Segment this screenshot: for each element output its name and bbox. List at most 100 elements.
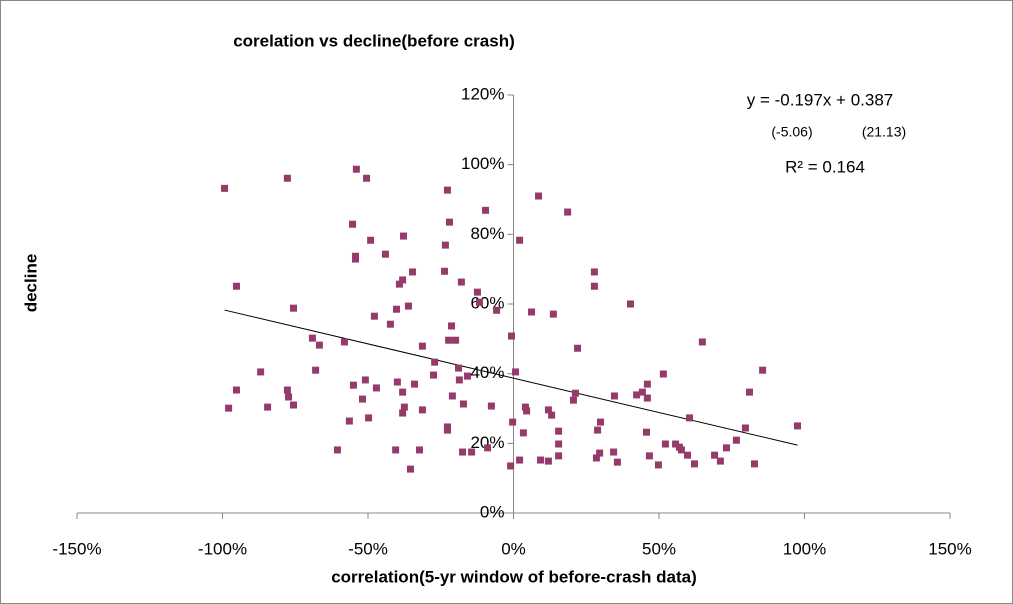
annotation: R² = 0.164 — [785, 157, 865, 176]
scatter-point — [308, 334, 316, 342]
scatter-point — [523, 407, 531, 415]
scatter-point — [455, 376, 463, 384]
scatter-point — [232, 282, 240, 290]
scatter-point — [429, 371, 437, 379]
scatter-point — [400, 403, 408, 411]
scatter-point — [597, 418, 605, 426]
scatter-point — [455, 364, 463, 372]
scatter-point — [642, 428, 650, 436]
scatter-point — [406, 465, 414, 473]
scatter-point — [659, 370, 667, 378]
scatter-point — [732, 436, 740, 444]
y-tick-label: 0% — [480, 502, 505, 521]
y-tick-label: 120% — [461, 84, 504, 103]
scatter-point — [590, 268, 598, 276]
y-tick-label: 40% — [470, 363, 504, 382]
annotation: (21.13) — [862, 124, 906, 140]
y-tick-label: 20% — [470, 433, 504, 452]
scatter-point — [290, 401, 298, 409]
scatter-point — [441, 267, 449, 275]
scatter-point — [345, 417, 353, 425]
scatter-point — [370, 312, 378, 320]
scatter-point — [448, 322, 456, 330]
scatter-point — [487, 402, 495, 410]
scatter-point — [264, 403, 272, 411]
scatter-point — [633, 391, 641, 399]
scatter-point — [590, 282, 598, 290]
scatter-point — [537, 456, 545, 464]
scatter-point — [418, 342, 426, 350]
scatter-point — [367, 236, 375, 244]
scatter-point — [349, 220, 357, 228]
scatter-point — [574, 344, 582, 352]
scatter-point — [596, 449, 604, 457]
scatter-point — [643, 380, 651, 388]
scatter-point — [592, 454, 600, 462]
scatter-point — [555, 427, 563, 435]
scatter-point — [399, 276, 407, 284]
scatter-point — [507, 462, 515, 470]
scatter-point — [363, 174, 371, 182]
scatter-point — [594, 426, 602, 434]
scatter-point — [333, 446, 341, 454]
scatter-point — [283, 174, 291, 182]
scatter-point — [516, 236, 524, 244]
scatter-point — [400, 232, 408, 240]
scatter-point — [221, 184, 229, 192]
scatter-point — [555, 440, 563, 448]
scatter-point — [381, 250, 389, 258]
scatter-point — [507, 332, 515, 340]
scatter-point — [746, 388, 754, 396]
scatter-point — [416, 446, 424, 454]
scatter-point — [418, 406, 426, 414]
scatter-point — [493, 306, 501, 314]
scatter-point — [290, 304, 298, 312]
scatter-point — [468, 448, 476, 456]
scatter-point — [386, 320, 394, 328]
scatter-point — [516, 456, 524, 464]
scatter-point — [698, 338, 706, 346]
scatter-point — [686, 414, 694, 422]
scatter-point — [445, 336, 453, 344]
scatter-point — [677, 446, 685, 454]
scatter-point — [340, 338, 348, 346]
scatter-point — [475, 298, 483, 306]
scatter-point — [638, 388, 646, 396]
y-tick-label: 80% — [470, 224, 504, 243]
scatter-point — [548, 411, 556, 419]
scatter-point — [684, 451, 692, 459]
scatter-point — [723, 444, 731, 452]
scatter-point — [365, 414, 373, 422]
scatter-point — [544, 457, 552, 465]
scatter-point — [392, 446, 400, 454]
scatter-point — [358, 395, 366, 403]
scatter-point — [452, 336, 460, 344]
scatter-point — [257, 368, 265, 376]
scatter-point — [443, 186, 451, 194]
x-tick-label: 150% — [928, 539, 971, 558]
scatter-point — [448, 392, 456, 400]
scatter-point — [741, 424, 749, 432]
scatter-point — [610, 392, 618, 400]
scatter-point — [459, 400, 467, 408]
scatter-point — [395, 280, 403, 288]
scatter-point — [441, 241, 449, 249]
scatter-point — [549, 310, 557, 318]
scatter-point — [535, 192, 543, 200]
scatter-point — [351, 255, 359, 263]
scatter-point — [569, 396, 577, 404]
scatter-point — [691, 460, 699, 468]
scatter-point — [372, 384, 380, 392]
scatter-point — [445, 218, 453, 226]
scatter-point — [626, 300, 634, 308]
scatter-point — [232, 386, 240, 394]
scatter-point — [393, 378, 401, 386]
y-tick-label: 100% — [461, 154, 504, 173]
x-tick-label: -150% — [52, 539, 101, 558]
scatter-point — [225, 404, 233, 412]
scatter-point — [661, 440, 669, 448]
scatter-point — [361, 376, 369, 384]
scatter-point — [431, 358, 439, 366]
scatter-point — [399, 388, 407, 396]
